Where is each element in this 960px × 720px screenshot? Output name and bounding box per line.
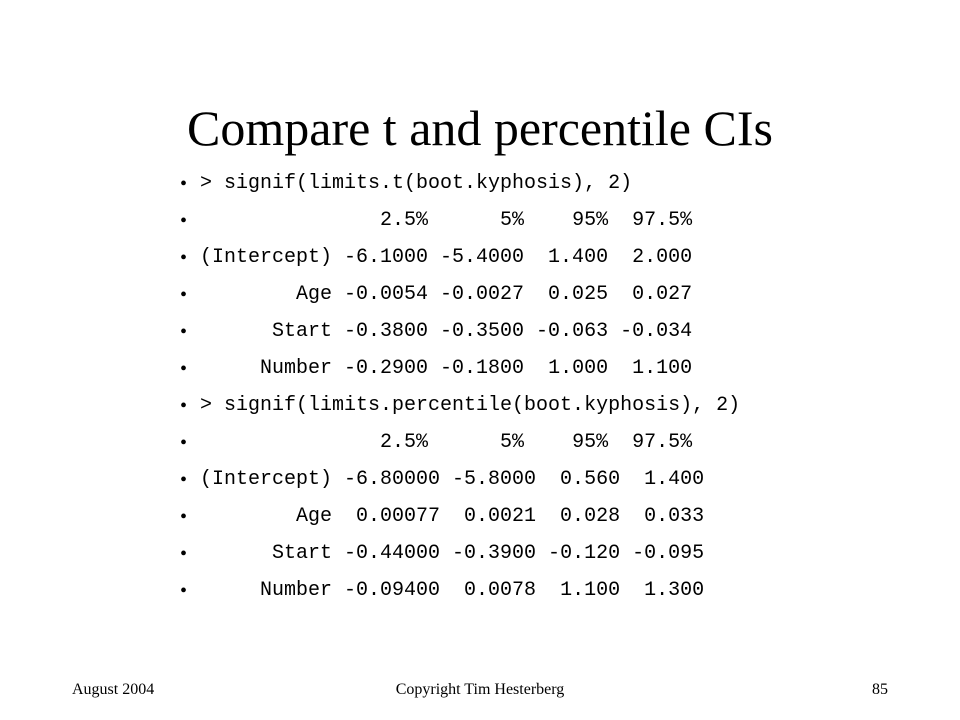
slide-title: Compare t and percentile CIs (187, 100, 773, 156)
bullet-item: • Number -0.2900 -0.1800 1.000 1.100 (180, 357, 940, 381)
code-line: 2.5% 5% 95% 97.5% (200, 431, 693, 454)
code-line: Age -0.0054 -0.0027 0.025 0.027 (200, 283, 693, 306)
code-line: Number -0.2900 -0.1800 1.000 1.100 (200, 357, 693, 380)
code-line: Number -0.09400 0.0078 1.100 1.300 (200, 579, 705, 602)
bullet-symbol: • (180, 247, 188, 269)
code-line: 2.5% 5% 95% 97.5% (200, 209, 693, 232)
page-number: 85 (872, 681, 888, 698)
bullet-item: • > signif(limits.t(boot.kyphosis), 2) (180, 172, 940, 196)
bullet-symbol: • (180, 580, 188, 602)
bullet-item: • 2.5% 5% 95% 97.5% (180, 431, 940, 455)
bullet-item: • Age 0.00077 0.0021 0.028 0.033 (180, 505, 940, 529)
bullet-symbol: • (180, 543, 188, 565)
bullet-item: • 2.5% 5% 95% 97.5% (180, 209, 940, 233)
bullet-symbol: • (180, 284, 188, 306)
bullet-item: • Age -0.0054 -0.0027 0.025 0.027 (180, 283, 940, 307)
code-line: > signif(limits.t(boot.kyphosis), 2) (200, 172, 633, 195)
bullet-symbol: • (180, 358, 188, 380)
code-line: (Intercept) -6.1000 -5.4000 1.400 2.000 (200, 246, 693, 269)
bullet-list: • > signif(limits.t(boot.kyphosis), 2) • … (180, 172, 940, 616)
bullet-item: • Start -0.3800 -0.3500 -0.063 -0.034 (180, 320, 940, 344)
code-line: Start -0.3800 -0.3500 -0.063 -0.034 (200, 320, 693, 343)
bullet-symbol: • (180, 173, 188, 195)
bullet-symbol: • (180, 506, 188, 528)
footer-date: August 2004 (72, 681, 155, 698)
bullet-item: • (Intercept) -6.80000 -5.8000 0.560 1.40… (180, 468, 940, 492)
bullet-symbol: • (180, 395, 188, 417)
code-line: Start -0.44000 -0.3900 -0.120 -0.095 (200, 542, 705, 565)
bullet-symbol: • (180, 321, 188, 343)
code-line: > signif(limits.percentile(boot.kyphosis… (200, 394, 741, 417)
bullet-symbol: • (180, 210, 188, 232)
bullet-symbol: • (180, 432, 188, 454)
bullet-item: • (Intercept) -6.1000 -5.4000 1.400 2.000 (180, 246, 940, 270)
footer-copyright: Copyright Tim Hesterberg (395, 681, 565, 698)
bullet-item: • Start -0.44000 -0.3900 -0.120 -0.095 (180, 542, 940, 566)
bullet-item: • > signif(limits.percentile(boot.kyphosi… (180, 394, 940, 418)
bullet-symbol: • (180, 469, 188, 491)
code-line: (Intercept) -6.80000 -5.8000 0.560 1.400 (200, 468, 705, 491)
bullet-item: • Number -0.09400 0.0078 1.100 1.300 (180, 579, 940, 603)
code-line: Age 0.00077 0.0021 0.028 0.033 (200, 505, 705, 528)
slide-footer: August 2004 Copyright Tim Hesterberg 85 (0, 678, 960, 702)
